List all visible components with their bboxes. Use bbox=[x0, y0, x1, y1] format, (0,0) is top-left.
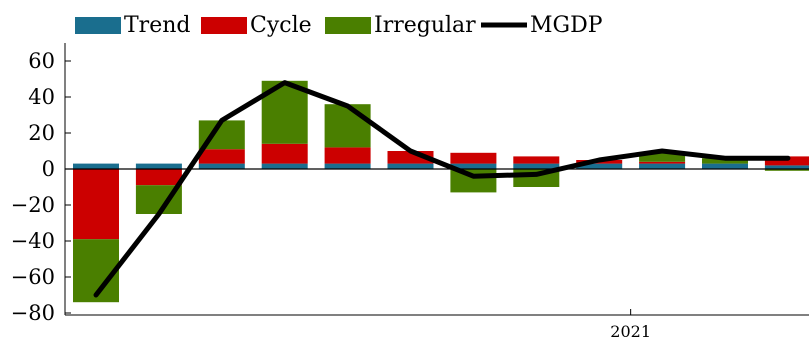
legend-label-trend: Trend bbox=[124, 13, 190, 38]
bar-trend-p5 bbox=[324, 163, 371, 169]
bar-trend-p6 bbox=[387, 163, 434, 169]
bar-trend-p7 bbox=[450, 163, 497, 169]
bar-irregular-p7 bbox=[450, 169, 497, 193]
legend-swatch-cycle bbox=[201, 17, 247, 34]
bar-cycle-p3 bbox=[198, 149, 245, 164]
bar-trend-p1 bbox=[73, 163, 119, 169]
legend-swatch-irregular bbox=[325, 17, 371, 34]
bar-irregular-p5 bbox=[324, 104, 371, 148]
legend: Trend Cycle Irregular MGDP bbox=[75, 13, 603, 38]
legend-label-mgdp: MGDP bbox=[530, 13, 603, 38]
bar-irregular-p11 bbox=[702, 158, 748, 164]
bar-trend-p12 bbox=[764, 165, 809, 169]
y-tick-label: −80 bbox=[11, 301, 55, 325]
bar-trend-p9 bbox=[576, 163, 623, 169]
line-mgdp bbox=[93, 80, 791, 298]
bar-cycle-p1 bbox=[73, 169, 119, 240]
bar-cycle-p5 bbox=[324, 147, 371, 164]
y-tick-label: −60 bbox=[11, 265, 55, 289]
bar-trend-p10 bbox=[639, 163, 686, 169]
legend-label-irregular: Irregular bbox=[374, 13, 476, 38]
bars-layer bbox=[73, 80, 809, 303]
x-tick-label: 2021 bbox=[610, 322, 651, 341]
line-layer bbox=[93, 80, 791, 298]
bar-cycle-p10 bbox=[639, 161, 686, 164]
y-tick-label: 60 bbox=[28, 49, 55, 73]
bar-cycle-p2 bbox=[135, 169, 182, 186]
y-tick-label: −20 bbox=[11, 193, 55, 217]
y-tick-label: 0 bbox=[42, 157, 55, 181]
y-tick-label: 20 bbox=[28, 121, 55, 145]
bar-cycle-p12 bbox=[764, 156, 809, 166]
bar-cycle-p7 bbox=[450, 152, 497, 164]
axes-layer: 60 40 20 0 −20 −40 −60 −80 2021 bbox=[11, 43, 809, 341]
y-tick-label: −40 bbox=[11, 229, 55, 253]
bar-trend-p8 bbox=[513, 163, 560, 169]
bar-cycle-p4 bbox=[261, 143, 308, 164]
bar-trend-p2 bbox=[135, 163, 182, 169]
bar-trend-p4 bbox=[261, 163, 308, 169]
bar-trend-p11 bbox=[702, 163, 748, 169]
legend-label-cycle: Cycle bbox=[250, 13, 312, 38]
bar-irregular-p10 bbox=[639, 152, 686, 162]
bar-irregular-p12 bbox=[764, 169, 809, 171]
y-tick-label: 40 bbox=[28, 85, 55, 109]
legend-swatch-trend bbox=[75, 17, 121, 34]
bar-cycle-p8 bbox=[513, 156, 560, 164]
bar-trend-p3 bbox=[198, 163, 245, 169]
